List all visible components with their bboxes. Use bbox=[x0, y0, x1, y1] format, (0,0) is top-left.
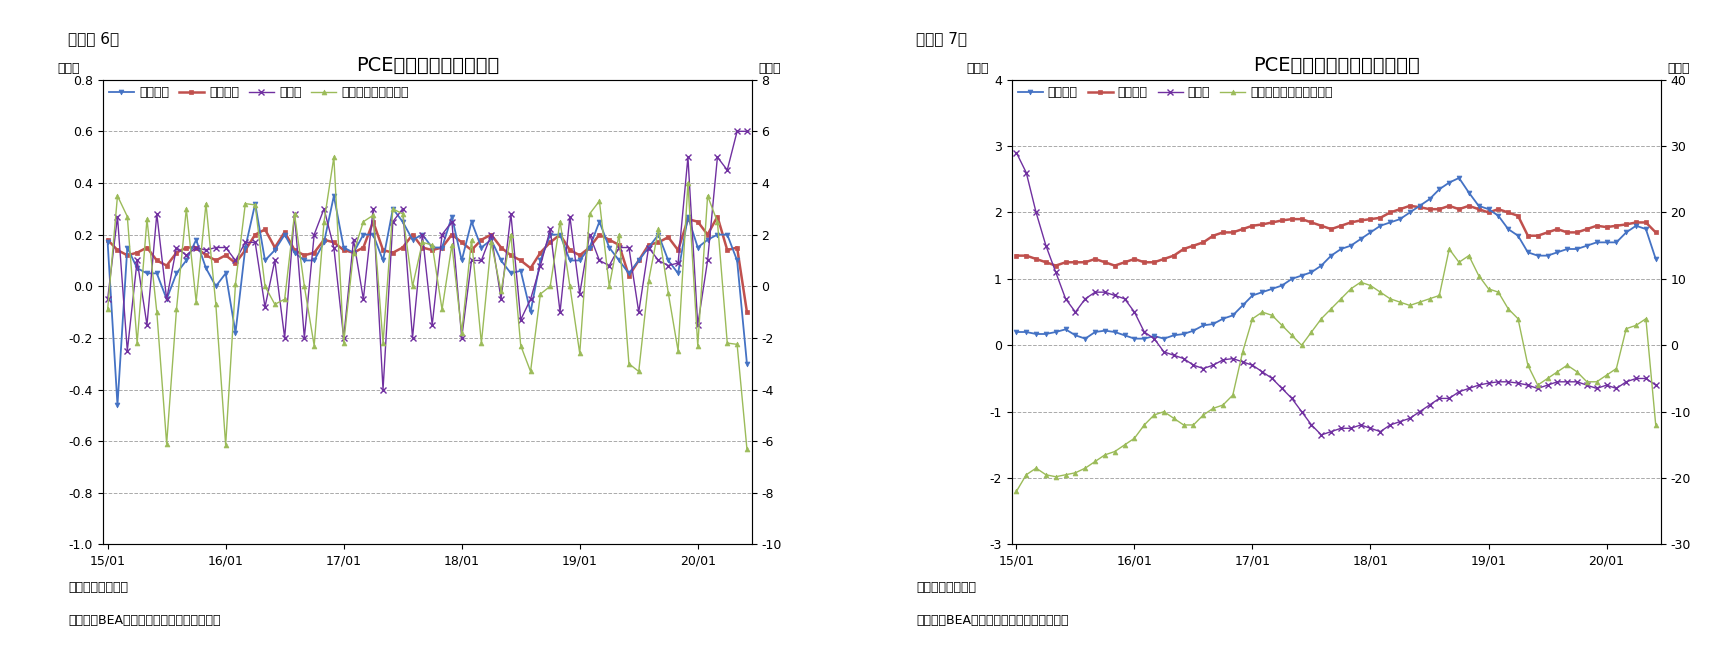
Text: （資料）BEAよりニッセイ基礎研究所作成: （資料）BEAよりニッセイ基礎研究所作成 bbox=[916, 614, 1068, 627]
Legend: 総合指数, コア指数, 食料品, エネルギー（右軸）: 総合指数, コア指数, 食料品, エネルギー（右軸） bbox=[110, 86, 409, 99]
Text: （注）季節調整済: （注）季節調整済 bbox=[916, 581, 976, 594]
Text: （図表 7）: （図表 7） bbox=[916, 31, 967, 46]
Title: PCE価格指数（前年同月比）: PCE価格指数（前年同月比） bbox=[1253, 56, 1419, 75]
Text: （資料）BEAよりニッセイ基礎研究所作成: （資料）BEAよりニッセイ基礎研究所作成 bbox=[68, 614, 221, 627]
Text: （％）: （％） bbox=[1667, 62, 1690, 75]
Text: （％）: （％） bbox=[758, 62, 781, 75]
Text: （注）季節調整済: （注）季節調整済 bbox=[68, 581, 128, 594]
Text: （％）: （％） bbox=[56, 62, 80, 75]
Text: （％）: （％） bbox=[966, 62, 988, 75]
Legend: 総合指数, コア指数, 食料品, エネルギー関連（右軸）: 総合指数, コア指数, 食料品, エネルギー関連（右軸） bbox=[1017, 86, 1332, 99]
Text: （図表 6）: （図表 6） bbox=[68, 31, 120, 46]
Title: PCE価格指数（前月比）: PCE価格指数（前月比） bbox=[356, 56, 498, 75]
